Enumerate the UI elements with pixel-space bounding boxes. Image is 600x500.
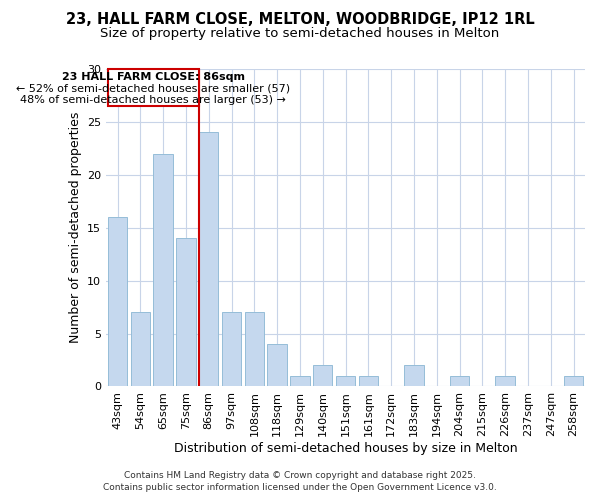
- Text: 23, HALL FARM CLOSE, MELTON, WOODBRIDGE, IP12 1RL: 23, HALL FARM CLOSE, MELTON, WOODBRIDGE,…: [65, 12, 535, 28]
- Text: 48% of semi-detached houses are larger (53) →: 48% of semi-detached houses are larger (…: [20, 95, 286, 105]
- Bar: [290, 376, 310, 386]
- X-axis label: Distribution of semi-detached houses by size in Melton: Distribution of semi-detached houses by …: [174, 442, 517, 455]
- Bar: [154, 154, 173, 386]
- Bar: [268, 344, 287, 387]
- Bar: [496, 376, 515, 386]
- Bar: [450, 376, 469, 386]
- Text: ← 52% of semi-detached houses are smaller (57): ← 52% of semi-detached houses are smalle…: [16, 83, 290, 93]
- Bar: [108, 217, 127, 386]
- Bar: [199, 132, 218, 386]
- Bar: [222, 312, 241, 386]
- Bar: [564, 376, 583, 386]
- Bar: [404, 366, 424, 386]
- Y-axis label: Number of semi-detached properties: Number of semi-detached properties: [68, 112, 82, 344]
- Bar: [176, 238, 196, 386]
- Text: 23 HALL FARM CLOSE: 86sqm: 23 HALL FARM CLOSE: 86sqm: [62, 72, 245, 82]
- Bar: [359, 376, 378, 386]
- Bar: [336, 376, 355, 386]
- Bar: [313, 366, 332, 386]
- FancyBboxPatch shape: [108, 69, 199, 106]
- Text: Contains HM Land Registry data © Crown copyright and database right 2025.
Contai: Contains HM Land Registry data © Crown c…: [103, 471, 497, 492]
- Bar: [131, 312, 150, 386]
- Bar: [245, 312, 264, 386]
- Text: Size of property relative to semi-detached houses in Melton: Size of property relative to semi-detach…: [100, 28, 500, 40]
